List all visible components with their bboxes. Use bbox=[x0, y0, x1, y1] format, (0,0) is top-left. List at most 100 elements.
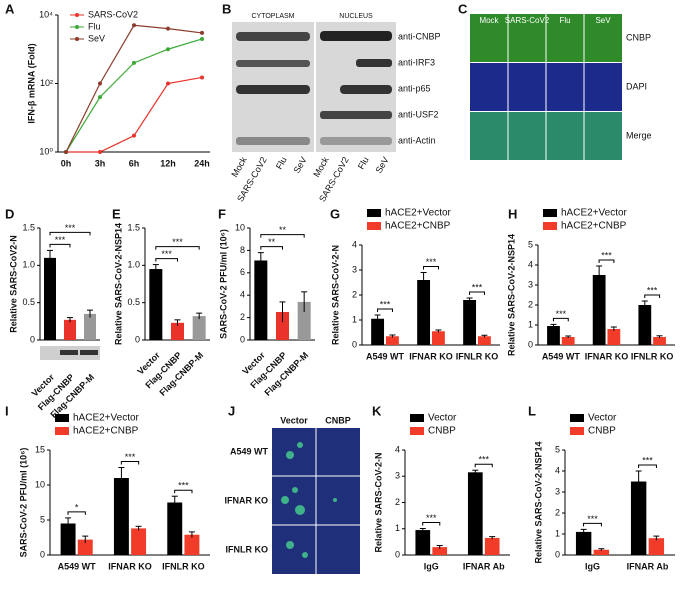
column-label: SeV bbox=[595, 16, 611, 25]
lane-label: Flu bbox=[356, 155, 371, 171]
y-axis-label: SARS-CoV-2 PFU/ml (10⁶) bbox=[18, 448, 28, 558]
x-tick-label: 3h bbox=[95, 158, 106, 168]
y-tick-label: 0.5 bbox=[22, 297, 35, 307]
y-axis-label: Relative SARS-CoV-2-N bbox=[330, 245, 340, 345]
significance-label: *** bbox=[478, 455, 489, 465]
legend-label: CNBP bbox=[428, 426, 456, 437]
significance-label: *** bbox=[65, 223, 76, 233]
lane-label: Mock bbox=[311, 155, 331, 179]
significance-bracket bbox=[644, 294, 661, 298]
legend-marker bbox=[75, 25, 79, 29]
y-tick-label: 1 bbox=[352, 314, 357, 324]
legend-label: hACE2+Vector bbox=[73, 413, 140, 424]
column-label: SARS-CoV2 bbox=[505, 16, 550, 25]
bar bbox=[171, 322, 184, 340]
y-tick-label: 3 bbox=[528, 279, 533, 289]
legend-swatch bbox=[543, 209, 557, 217]
legend-swatch bbox=[55, 414, 69, 422]
point bbox=[132, 60, 136, 65]
point bbox=[98, 95, 102, 100]
bar bbox=[653, 337, 666, 345]
antibody-label: anti-Actin bbox=[398, 135, 436, 145]
panel-letter: F bbox=[218, 206, 226, 221]
bar bbox=[477, 336, 491, 345]
y-axis-label: IFN-β mRNA (Fold) bbox=[26, 43, 36, 123]
series-line bbox=[65, 24, 203, 153]
row-label: IFNLR KO bbox=[226, 544, 269, 554]
x-tick-label: A549 WT bbox=[542, 351, 581, 361]
bar bbox=[184, 534, 200, 555]
x-tick-label: IFNAR KO bbox=[585, 351, 629, 361]
antibody-label: anti-USF2 bbox=[398, 109, 439, 119]
antibody-label: anti-CNBP bbox=[398, 31, 441, 41]
significance-label: ** bbox=[279, 225, 287, 235]
fraction-label: CYTOPLASM bbox=[251, 13, 294, 20]
significance-label: *** bbox=[161, 249, 172, 259]
bar bbox=[84, 313, 96, 340]
point bbox=[132, 133, 136, 138]
legend-swatch bbox=[367, 209, 381, 217]
significance-bracket bbox=[67, 511, 86, 515]
y-tick-label: 4 bbox=[528, 259, 533, 269]
y-tick-label: 6 bbox=[240, 267, 245, 277]
blot-band bbox=[60, 350, 78, 355]
y-axis-label: Relative SARS-CoV-2-NSP14 bbox=[506, 234, 516, 356]
infection-image-grid bbox=[272, 428, 360, 574]
panel-letter: C bbox=[458, 1, 468, 16]
significance-bracket bbox=[120, 461, 140, 465]
y-tick-label: 4 bbox=[352, 239, 357, 249]
significance-bracket bbox=[260, 234, 305, 238]
y-tick-label: 8 bbox=[240, 245, 245, 255]
y-tick-label: 10 bbox=[35, 479, 45, 489]
y-tick-label: 4 bbox=[555, 465, 560, 475]
x-tick-label: IFNAR KO bbox=[108, 561, 152, 571]
significance-bracket bbox=[469, 291, 485, 295]
y-tick-label: 2 bbox=[395, 497, 400, 507]
y-tick-label: 0 bbox=[555, 549, 560, 559]
row-label: Merge bbox=[626, 130, 652, 140]
legend-swatch bbox=[570, 414, 584, 422]
bar bbox=[575, 531, 592, 555]
panel-letter: B bbox=[222, 1, 231, 16]
legend-label: Vector bbox=[588, 413, 617, 424]
bar bbox=[431, 331, 445, 345]
significance-label: *** bbox=[647, 285, 658, 295]
bar bbox=[60, 523, 76, 555]
legend-label: hACE2+Vector bbox=[561, 208, 628, 219]
significance-bracket bbox=[638, 464, 657, 468]
y-tick-label: 0 bbox=[528, 339, 533, 349]
y-axis-label: Relative SARS-CoV-2-NSP14 bbox=[533, 441, 543, 563]
y-tick-label: 2 bbox=[528, 299, 533, 309]
panel-letter: K bbox=[372, 403, 382, 418]
bar bbox=[371, 318, 385, 345]
lane-label: Mock bbox=[229, 155, 249, 179]
x-tick-label: IFNLR KO bbox=[456, 351, 499, 361]
bar bbox=[276, 312, 289, 340]
immunofluorescence-grid bbox=[470, 14, 622, 160]
panel-letter: E bbox=[112, 206, 121, 221]
significance-bracket bbox=[583, 522, 602, 527]
significance-label: * bbox=[75, 502, 79, 512]
bar bbox=[484, 537, 500, 555]
y-tick-label: 5 bbox=[40, 514, 45, 524]
significance-label: *** bbox=[178, 481, 189, 491]
y-tick-label: 2 bbox=[352, 289, 357, 299]
y-axis-label: Relative SARS-CoV-2-NSP14 bbox=[113, 223, 123, 345]
y-tick-label: 0 bbox=[135, 334, 140, 344]
x-tick-label: IFNAR Ab bbox=[463, 561, 505, 571]
significance-label: *** bbox=[426, 513, 437, 523]
legend-label: hACE2+CNBP bbox=[73, 426, 139, 437]
significance-label: *** bbox=[172, 237, 183, 247]
significance-bracket bbox=[49, 243, 71, 248]
bar bbox=[593, 549, 610, 555]
bar bbox=[592, 275, 606, 345]
bar bbox=[467, 472, 483, 555]
y-tick-label: 1 bbox=[528, 319, 533, 329]
lane-label: SeV bbox=[374, 155, 391, 175]
x-tick-label: IgG bbox=[424, 561, 439, 571]
legend-label: SARS-CoV2 bbox=[88, 9, 138, 19]
y-tick-label: 1.5 bbox=[22, 222, 35, 232]
point bbox=[166, 26, 170, 31]
significance-label: ** bbox=[268, 237, 276, 247]
